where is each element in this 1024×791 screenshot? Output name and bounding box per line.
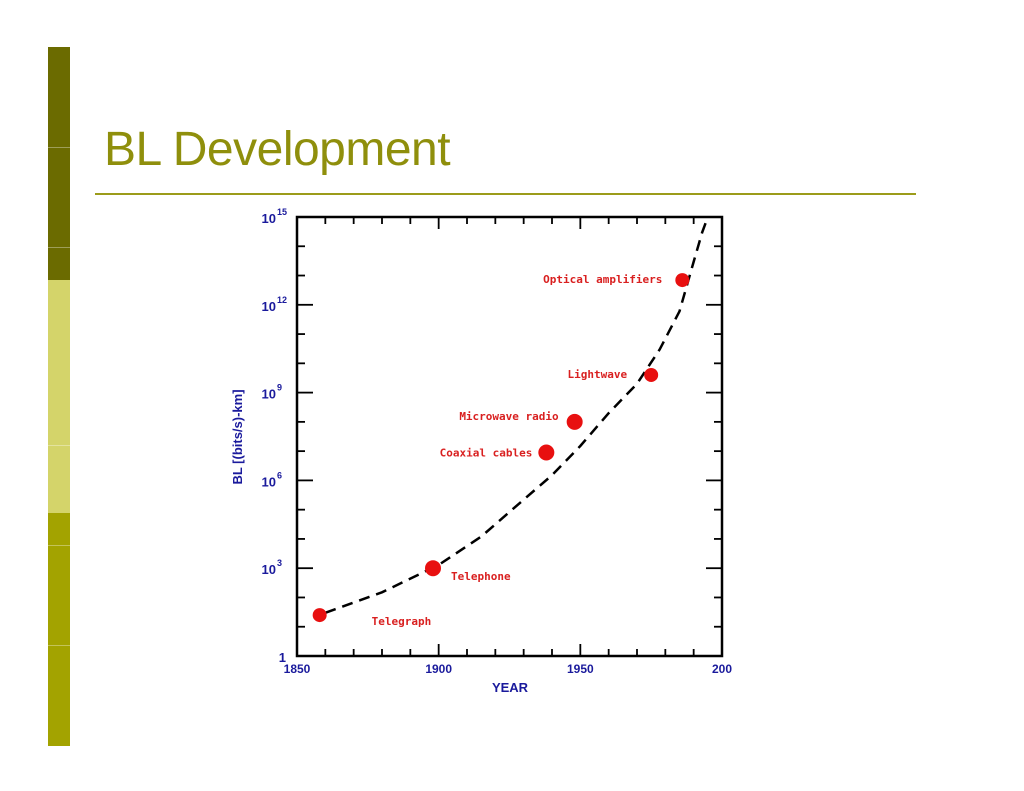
y-tick-label: 10 6	[262, 470, 282, 489]
x-tick-label: 1950	[567, 662, 594, 676]
sidebar-divider	[48, 445, 70, 446]
y-axis-label: BL [(bits/s)-km]	[230, 389, 245, 484]
sidebar-segment-light	[48, 280, 70, 513]
sidebar-divider	[48, 147, 70, 148]
sidebar-segment-dark	[48, 47, 70, 280]
y-tick-label: 10 3	[262, 558, 282, 577]
x-tick-label: 1900	[425, 662, 452, 676]
sidebar-divider	[48, 545, 70, 546]
data-point	[675, 273, 690, 288]
data-point	[566, 413, 583, 430]
trend-line	[324, 216, 709, 614]
data-point	[312, 608, 327, 623]
title-underline	[95, 193, 916, 195]
sidebar-decoration	[48, 47, 70, 746]
plot-frame	[295, 215, 724, 658]
y-tick-exponent: 3	[277, 558, 282, 568]
point-label: Coaxial cables	[440, 446, 533, 459]
sidebar-divider	[48, 247, 70, 248]
x-tick-label: 1850	[284, 662, 311, 676]
data-point	[538, 444, 555, 461]
point-label: Lightwave	[568, 368, 628, 381]
point-label: Telegraph	[372, 615, 432, 628]
point-label: Microwave radio	[459, 410, 559, 423]
y-tick-base: 10	[262, 562, 276, 577]
sidebar-divider	[48, 645, 70, 646]
y-tick-label: 1	[279, 650, 286, 665]
data-points	[312, 273, 690, 623]
slide-title: BL Development	[104, 123, 451, 176]
y-tick-base: 10	[262, 474, 276, 489]
data-point	[425, 560, 441, 577]
point-label: Telephone	[451, 570, 511, 583]
y-tick-base: 1	[279, 650, 286, 665]
axis-ticks	[297, 217, 722, 656]
x-tick-label: 200	[712, 662, 732, 676]
y-tick-label: 10 9	[262, 383, 282, 402]
y-tick-exponent: 12	[277, 295, 287, 305]
data-point	[644, 367, 659, 382]
y-tick-label: 10 15	[262, 207, 287, 226]
point-labels: Telegraph Telephone Coaxial cables Microwav…	[372, 273, 663, 628]
y-tick-label: 10 12	[262, 295, 287, 314]
y-tick-exponent: 15	[277, 207, 287, 217]
x-tick-labels: 1850 1900 1950 200	[284, 662, 733, 676]
x-axis-label: YEAR	[492, 680, 529, 695]
y-tick-base: 10	[262, 211, 276, 226]
y-tick-exponent: 6	[277, 470, 282, 480]
sidebar-segment-medium	[48, 513, 70, 746]
y-tick-base: 10	[262, 299, 276, 314]
y-tick-exponent: 9	[277, 383, 282, 393]
point-label: Optical amplifiers	[543, 273, 662, 286]
y-tick-base: 10	[262, 387, 276, 402]
